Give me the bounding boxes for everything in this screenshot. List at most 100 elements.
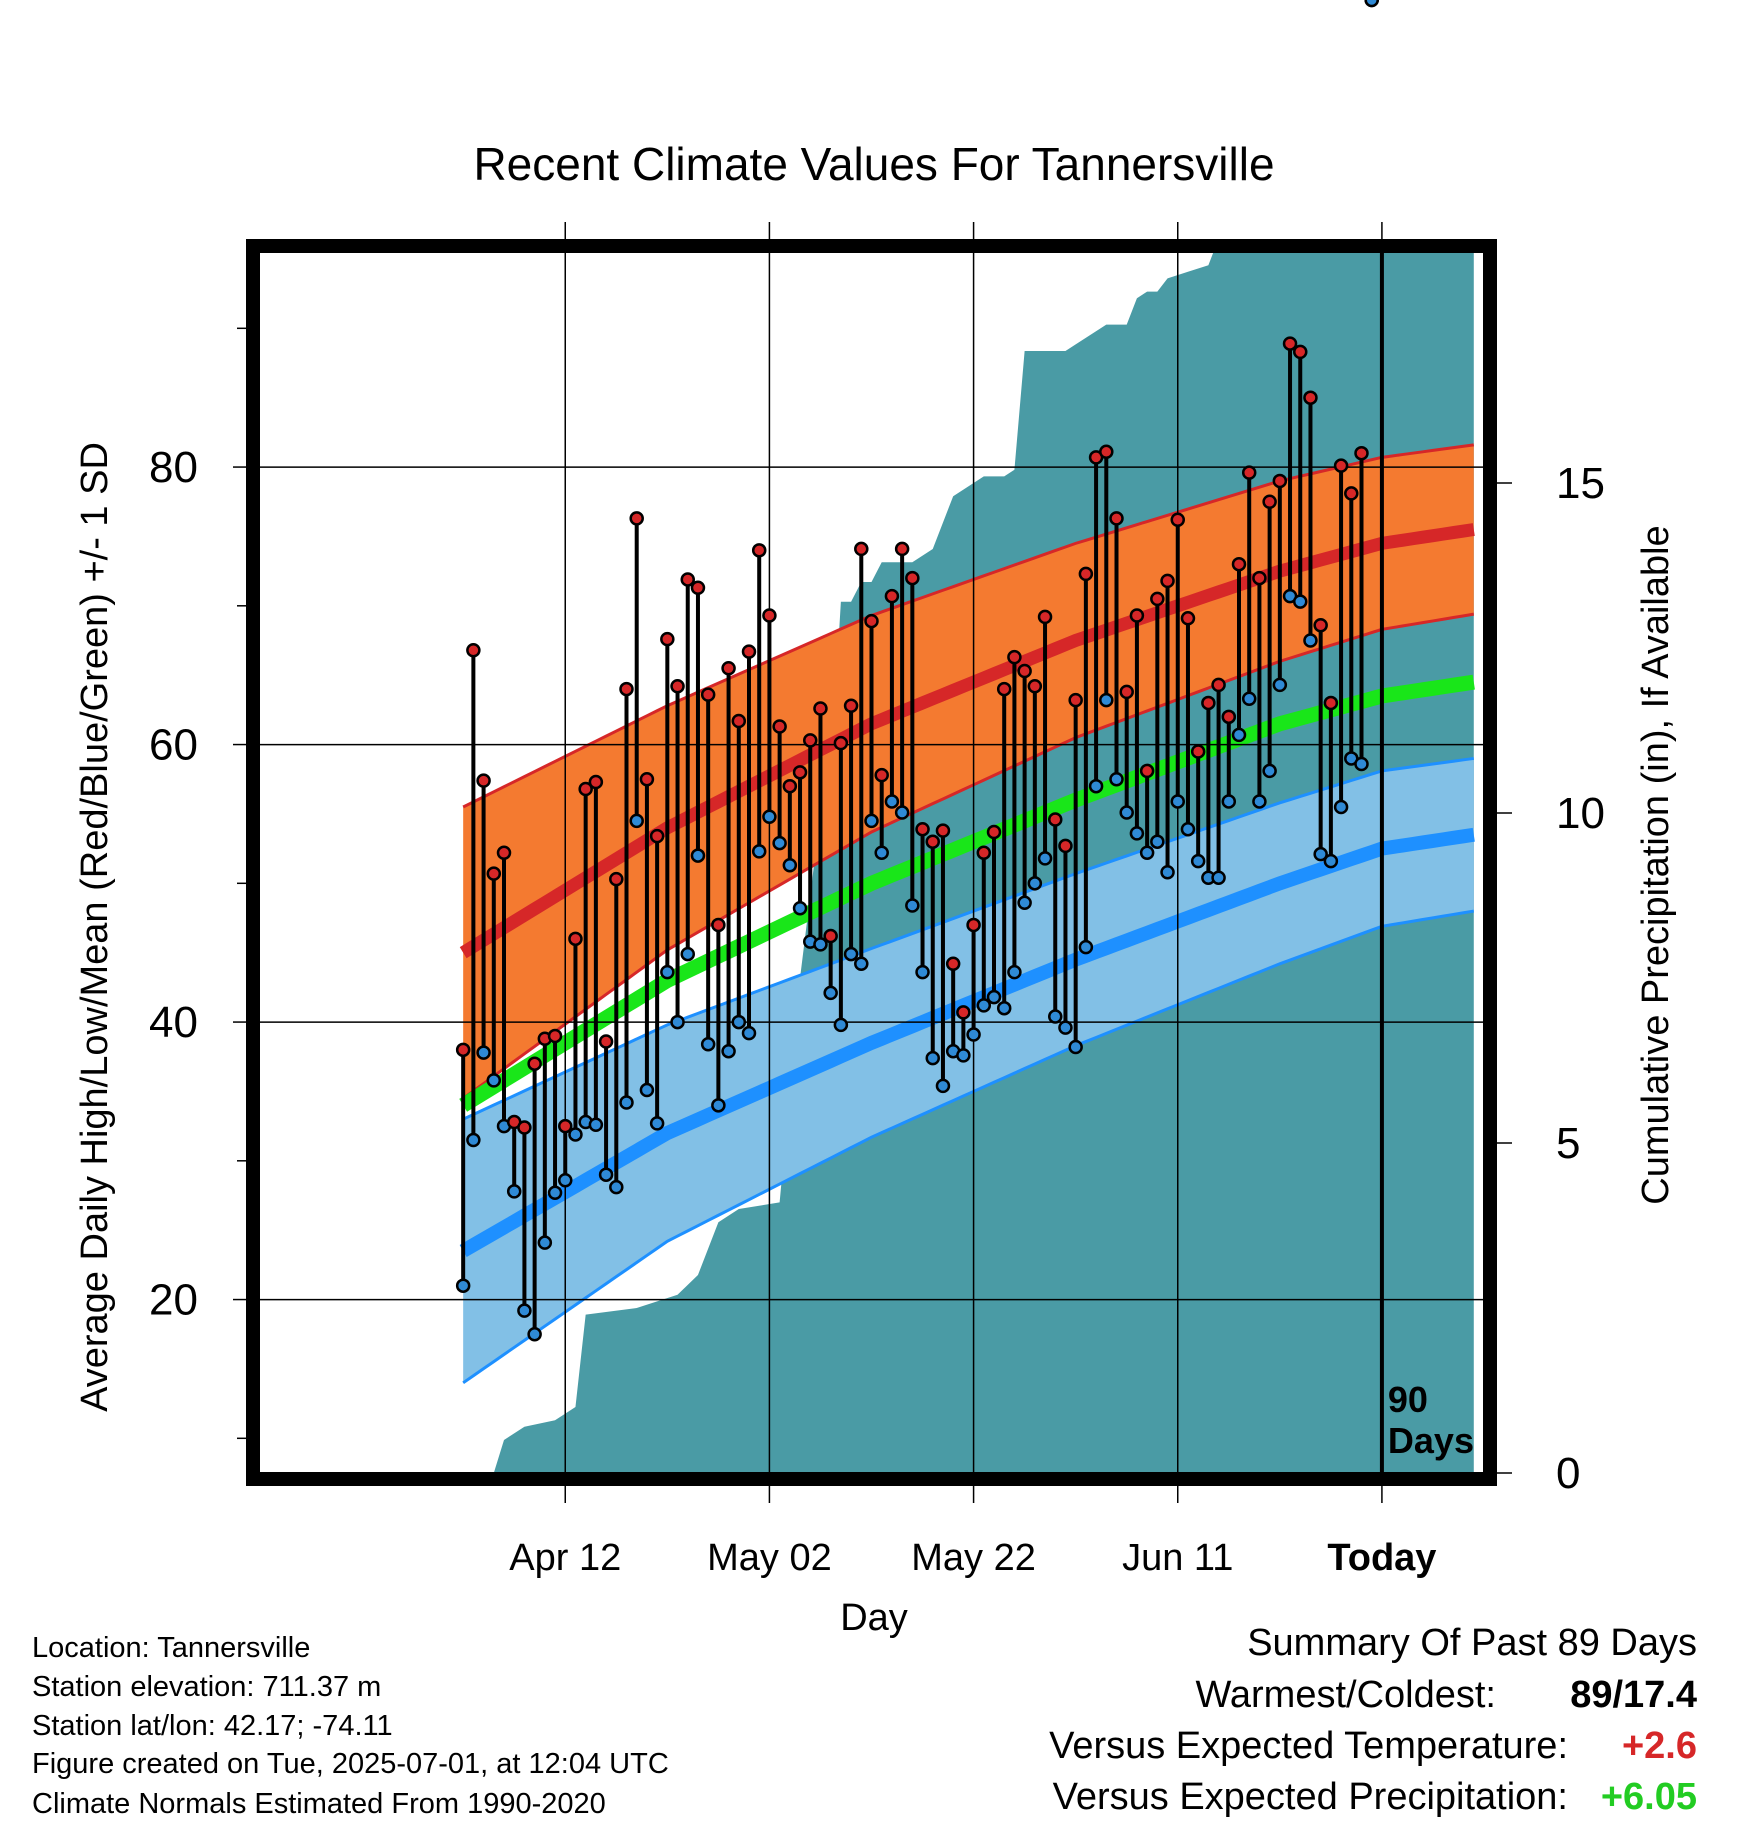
daily-high-point	[527, 1056, 542, 1071]
y2-tick-label: 10	[1556, 789, 1605, 838]
daily-high-point	[854, 541, 869, 557]
y-axis: 20 40 60 80	[149, 327, 247, 1440]
normals-text: Climate Normals Estimated From 1990-2020	[32, 1788, 606, 1820]
y2-tick-label: 15	[1556, 459, 1605, 508]
daily-high-point	[619, 681, 634, 697]
daily-low-point	[1109, 772, 1124, 787]
daily-high-point	[741, 644, 757, 659]
daily-low-point	[854, 956, 869, 972]
daily-low-point	[721, 1043, 736, 1059]
daily-high-point	[1344, 486, 1359, 501]
daily-low-point	[639, 1082, 655, 1098]
daily-high-point	[935, 823, 951, 838]
daily-high-point	[1262, 494, 1277, 509]
daily-low-point	[1180, 821, 1196, 837]
daily-high-point	[1333, 458, 1349, 473]
warm-cold-label: Warmest/Coldest:	[1195, 1674, 1496, 1716]
daily-high-point	[762, 608, 777, 623]
temp-anomaly-label: Versus Expected Temperature:	[1049, 1725, 1568, 1767]
daily-high-point	[455, 1042, 471, 1058]
y-axis-label: Average Daily High/Low/Mean (Red/Blue/Gr…	[74, 442, 116, 1412]
daily-high-point	[486, 866, 502, 881]
daily-high-point	[578, 781, 593, 797]
location-text: Location: Tannersville	[32, 1632, 311, 1664]
x-tick-label: Apr 12	[509, 1537, 621, 1579]
daily-high-point	[1109, 511, 1124, 526]
daily-low-point	[905, 898, 920, 913]
daily-low-point	[894, 805, 910, 820]
daily-low-point	[1058, 1020, 1073, 1035]
daily-high-point	[996, 681, 1012, 697]
daily-low-point	[956, 1048, 971, 1063]
daily-low-point	[925, 1050, 940, 1066]
daily-low-point	[680, 946, 695, 962]
low-normal-band	[463, 758, 1474, 1383]
daily-high-point	[1231, 556, 1247, 572]
daily-low-point	[792, 901, 808, 916]
daily-high-point	[782, 778, 798, 794]
daily-low-point	[935, 1078, 951, 1094]
daily-low-point	[976, 998, 992, 1013]
low-normal-line	[459, 827, 1475, 1258]
daily-high-point	[1180, 611, 1196, 626]
daily-low-point	[455, 1278, 471, 1293]
y-tick-label: 40	[149, 998, 198, 1047]
daily-low-point	[690, 848, 706, 863]
daily-low-point	[1323, 853, 1339, 869]
daily-low-point	[1170, 794, 1185, 809]
y2-tick-label: 0	[1556, 1449, 1580, 1498]
daily-low-point	[1252, 794, 1267, 809]
elevation-text: Station elevation: 711.37 m	[32, 1671, 382, 1703]
daily-high-point	[1354, 445, 1369, 461]
daily-high-point	[517, 1120, 532, 1135]
daily-low-point	[1364, 0, 1379, 8]
daily-low-point	[711, 1098, 726, 1113]
daily-low-point	[517, 1303, 532, 1318]
today-marker-label-2: Days	[1388, 1420, 1474, 1461]
precip-anomaly-label: Versus Expected Precipitation:	[1052, 1776, 1568, 1818]
y2-axis-label: Cumulative Precipitation (in), If Availa…	[1635, 525, 1677, 1204]
x-tick-label: May 22	[911, 1537, 1036, 1579]
daily-high-point	[905, 570, 920, 586]
daily-low-point	[731, 1014, 747, 1030]
daily-low-point	[741, 1025, 757, 1041]
daily-low-point	[660, 964, 675, 980]
daily-low-point	[670, 1014, 685, 1030]
daily-high-point	[986, 824, 1002, 840]
daily-low-point	[1303, 633, 1318, 648]
daily-high-point	[649, 828, 665, 844]
daily-high-point	[823, 928, 838, 944]
daily-high-point	[1211, 677, 1226, 693]
daily-low-point	[649, 1116, 665, 1131]
daily-low-point	[700, 1037, 716, 1052]
daily-high-point	[1323, 695, 1339, 711]
daily-low-point	[476, 1045, 491, 1060]
daily-high-point	[547, 1028, 563, 1044]
y-tick-label: 20	[149, 1276, 198, 1325]
daily-high-point	[1048, 812, 1063, 827]
x-axis-label: Day	[840, 1597, 908, 1639]
daily-low-point	[1119, 805, 1134, 820]
daily-low-point	[1088, 778, 1104, 794]
daily-high-point	[833, 735, 849, 751]
daily-high-point	[813, 701, 828, 716]
daily-high-point	[1303, 390, 1318, 405]
daily-low-point	[1150, 834, 1165, 849]
y-tick-label: 80	[149, 443, 198, 492]
daily-high-point	[558, 1118, 573, 1134]
chart-title: Recent Climate Values For Tannersville	[473, 138, 1274, 190]
daily-high-point	[1119, 684, 1134, 700]
daily-high-point	[598, 1034, 614, 1049]
y2-tick-label: 5	[1556, 1119, 1580, 1168]
daily-low-point	[772, 835, 787, 851]
daily-low-point	[629, 813, 644, 829]
high-normal-band-lower-edge	[462, 612, 1475, 1100]
daily-low-point	[506, 1184, 522, 1199]
daily-low-point	[486, 1073, 502, 1088]
daily-high-point	[1129, 608, 1145, 623]
daily-high-point	[864, 613, 879, 629]
daily-low-point	[558, 1172, 573, 1188]
daily-high-point	[496, 845, 512, 861]
x-tick-label: May 02	[707, 1537, 832, 1579]
